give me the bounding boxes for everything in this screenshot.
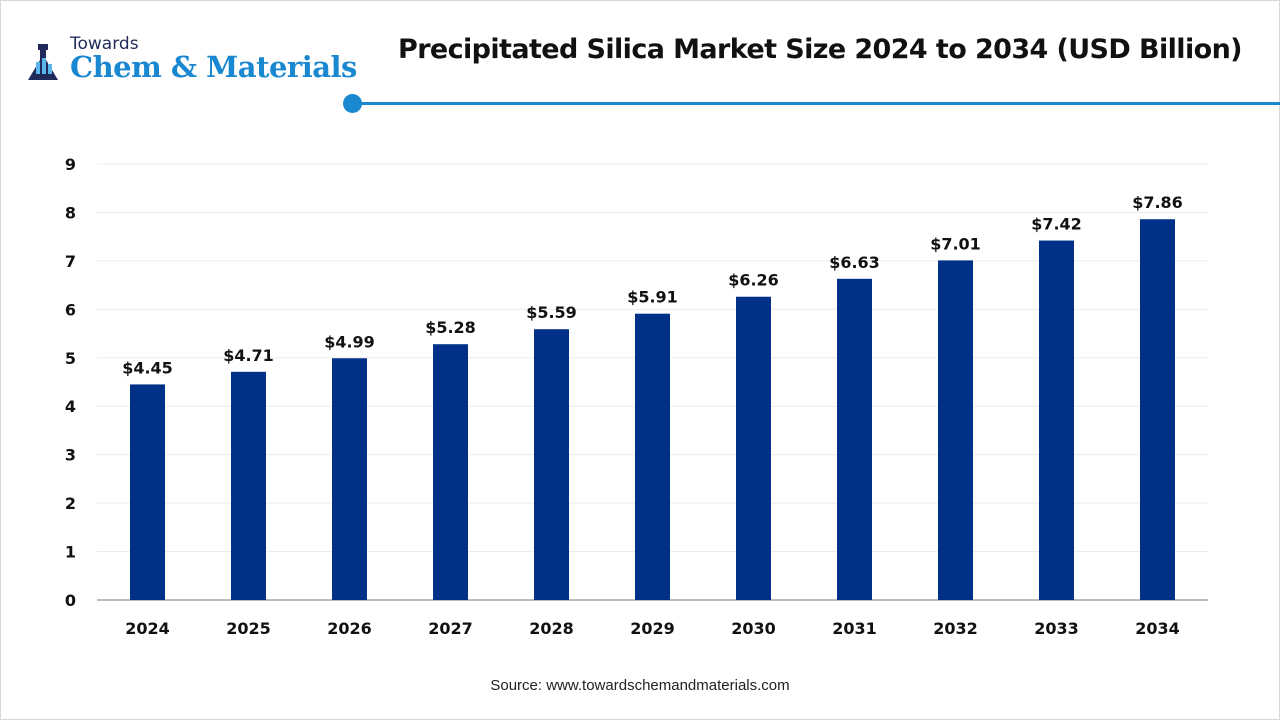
- y-tick-label: 1: [65, 543, 76, 562]
- data-label: $6.26: [728, 271, 779, 290]
- bar: [938, 260, 973, 600]
- y-tick-label: 2: [65, 494, 76, 513]
- data-label: $4.45: [122, 358, 173, 377]
- bar: [534, 329, 569, 600]
- y-tick-label: 9: [65, 155, 76, 174]
- y-tick-label: 3: [65, 446, 76, 465]
- y-tick-label: 6: [65, 300, 76, 319]
- x-tick-label: 2028: [529, 619, 574, 638]
- bar: [231, 371, 266, 600]
- bar: [635, 313, 670, 600]
- y-tick-label: 0: [65, 591, 76, 610]
- x-tick-label: 2027: [428, 619, 473, 638]
- logo-main-text: Chem & Materials: [70, 50, 357, 84]
- bar: [130, 384, 165, 600]
- y-tick-label: 7: [65, 252, 76, 271]
- x-tick-label: 2026: [327, 619, 372, 638]
- data-label: $4.71: [223, 346, 274, 365]
- bar: [332, 358, 367, 600]
- data-label: $7.01: [930, 234, 981, 253]
- data-label: $7.42: [1031, 215, 1082, 234]
- x-tick-label: 2024: [125, 619, 170, 638]
- x-tick-label: 2030: [731, 619, 776, 638]
- data-label: $4.99: [324, 332, 375, 351]
- bar: [1140, 219, 1175, 600]
- data-label: $5.91: [627, 288, 678, 307]
- title-underline: [355, 102, 1280, 105]
- data-label: $5.28: [425, 318, 476, 337]
- y-tick-label: 8: [65, 203, 76, 222]
- x-tick-label: 2034: [1135, 619, 1180, 638]
- data-label: $5.59: [526, 303, 577, 322]
- title-accent-dot: [343, 94, 362, 113]
- logo-towards-text: Towards: [70, 34, 139, 54]
- source-note: Source: www.towardschemandmaterials.com: [490, 677, 790, 694]
- y-tick-label: 5: [65, 349, 76, 368]
- x-tick-label: 2029: [630, 619, 675, 638]
- bar: [837, 278, 872, 600]
- bar: [433, 344, 468, 600]
- data-label: $6.63: [829, 253, 880, 272]
- flask-icon: [28, 44, 58, 80]
- x-tick-label: 2032: [933, 619, 978, 638]
- x-tick-label: 2031: [832, 619, 877, 638]
- chart-title: Precipitated Silica Market Size 2024 to …: [398, 34, 1243, 65]
- data-label: $7.86: [1132, 193, 1183, 212]
- bar: [1039, 240, 1074, 600]
- x-tick-label: 2025: [226, 619, 271, 638]
- x-tick-label: 2033: [1034, 619, 1079, 638]
- bar: [736, 296, 771, 600]
- y-tick-label: 4: [65, 397, 76, 416]
